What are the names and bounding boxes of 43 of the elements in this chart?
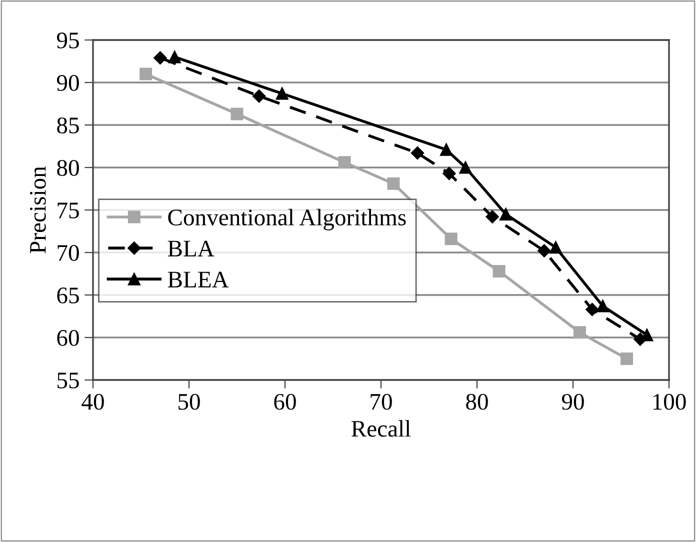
legend-label: BLEA xyxy=(168,272,229,288)
point xyxy=(549,241,562,254)
y-tick-label: 80 xyxy=(57,160,79,176)
point xyxy=(338,156,351,169)
y-tick-label: 55 xyxy=(58,372,79,388)
point xyxy=(620,352,634,365)
point xyxy=(486,210,499,224)
y-tick-label: 65 xyxy=(57,288,79,304)
y-tick-label: 85 xyxy=(57,117,79,134)
x-tick-label: 60 xyxy=(274,394,296,410)
point xyxy=(410,146,424,160)
x-tick-label: 40 xyxy=(82,394,104,410)
x-tick-label: 90 xyxy=(562,394,584,410)
point xyxy=(459,161,472,174)
point xyxy=(154,51,167,64)
y-tick-label: 75 xyxy=(58,202,79,218)
point xyxy=(276,87,288,100)
x-tick-label: 100 xyxy=(653,394,686,410)
point xyxy=(252,90,266,103)
x-tick-label: 70 xyxy=(370,394,392,410)
point xyxy=(387,177,400,190)
x-axis-title: Recall xyxy=(352,420,411,437)
y-tick-label: 90 xyxy=(56,74,79,91)
point xyxy=(573,326,586,339)
point xyxy=(596,300,610,312)
point xyxy=(140,68,152,80)
legend-label: Conventional Algorithms xyxy=(168,208,406,230)
point xyxy=(538,244,551,258)
legend-label: BLA xyxy=(168,240,214,256)
y-tick-label: 95 xyxy=(56,32,79,48)
x-tick-label: 50 xyxy=(178,394,200,410)
point xyxy=(586,302,599,316)
point xyxy=(442,166,456,180)
y-axis-title: Precision xyxy=(30,166,46,254)
x-tick-label: 80 xyxy=(466,394,488,410)
point xyxy=(230,108,244,120)
point xyxy=(440,143,453,156)
point xyxy=(444,232,458,246)
point xyxy=(168,50,181,64)
point xyxy=(500,208,512,220)
y-tick-label: 70 xyxy=(58,244,79,261)
point xyxy=(492,264,506,278)
y-tick-label: 60 xyxy=(57,330,79,346)
